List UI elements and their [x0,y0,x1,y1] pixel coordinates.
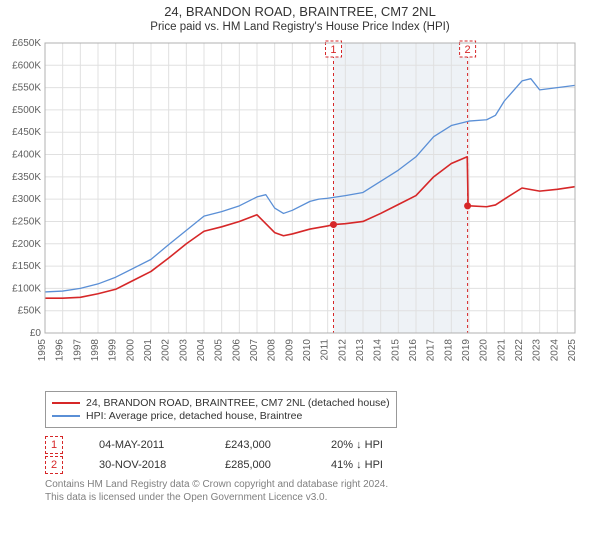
svg-text:2011: 2011 [320,339,331,361]
event-diff-1: 20% ↓ HPI [331,439,421,451]
svg-text:£550K: £550K [12,83,41,94]
svg-text:2008: 2008 [267,339,278,362]
svg-text:£250K: £250K [12,216,41,227]
svg-text:2017: 2017 [426,339,437,362]
svg-text:£300K: £300K [12,194,41,205]
legend-label-1: 24, BRANDON ROAD, BRAINTREE, CM7 2NL (de… [86,397,390,409]
svg-text:2001: 2001 [143,339,154,362]
svg-text:2007: 2007 [249,339,260,362]
legend-item-1: 24, BRANDON ROAD, BRAINTREE, CM7 2NL (de… [52,397,390,409]
svg-text:2002: 2002 [161,339,172,362]
svg-text:£150K: £150K [12,261,41,272]
svg-text:£650K: £650K [12,38,41,49]
chart-svg: £0 £50K £100K £150K £200K £250K £300K £350K £400… [0,33,600,383]
title-line1: 24, BRANDON ROAD, BRAINTREE, CM7 2NL [0,4,600,19]
event-date-2: 30-NOV-2018 [99,459,189,471]
events-table: 1 04-MAY-2011 £243,000 20% ↓ HPI 2 30-NO… [45,436,555,474]
svg-text:2003: 2003 [178,339,189,362]
svg-text:£600K: £600K [12,60,41,71]
event-row-1: 1 04-MAY-2011 £243,000 20% ↓ HPI [45,436,555,454]
svg-text:1998: 1998 [90,339,101,362]
svg-text:2005: 2005 [214,339,225,362]
svg-text:2014: 2014 [373,339,384,362]
svg-text:2018: 2018 [443,339,454,362]
legend-swatch-1 [52,402,80,404]
svg-text:1997: 1997 [72,339,83,362]
legend-label-2: HPI: Average price, detached house, Brai… [86,410,302,422]
svg-text:2010: 2010 [302,339,313,362]
svg-text:2022: 2022 [514,339,525,362]
svg-text:1999: 1999 [108,339,119,362]
svg-text:2009: 2009 [284,339,295,362]
title-line2: Price paid vs. HM Land Registry's House … [0,21,600,33]
svg-text:£400K: £400K [12,150,41,161]
svg-text:2021: 2021 [496,339,507,362]
svg-text:2000: 2000 [125,339,136,362]
event-marker-1: 1 [45,436,63,454]
legend-swatch-2 [52,415,80,417]
svg-text:2019: 2019 [461,339,472,362]
svg-text:£100K: £100K [12,283,41,294]
chart: £0 £50K £100K £150K £200K £250K £300K £350K £400… [0,33,600,383]
svg-text:2: 2 [465,44,471,56]
svg-text:1995: 1995 [37,339,48,362]
svg-text:£50K: £50K [18,306,42,317]
svg-text:1: 1 [330,44,336,56]
footer-text: Contains HM Land Registry data © Crown c… [45,478,555,504]
event-date-1: 04-MAY-2011 [99,439,189,451]
event-diff-2: 41% ↓ HPI [331,459,421,471]
event-price-1: £243,000 [225,439,295,451]
svg-text:2006: 2006 [231,339,242,362]
svg-text:2016: 2016 [408,339,419,362]
legend-item-2: HPI: Average price, detached house, Brai… [52,410,390,422]
svg-text:2020: 2020 [479,339,490,362]
event-row-2: 2 30-NOV-2018 £285,000 41% ↓ HPI [45,456,555,474]
svg-text:£500K: £500K [12,105,41,116]
svg-text:2025: 2025 [567,339,578,362]
svg-text:1996: 1996 [55,339,66,362]
svg-text:2015: 2015 [390,339,401,362]
svg-text:£450K: £450K [12,127,41,138]
svg-text:2023: 2023 [532,339,543,362]
svg-text:£350K: £350K [12,172,41,183]
svg-text:2024: 2024 [549,339,560,362]
svg-text:£200K: £200K [12,239,41,250]
legend: 24, BRANDON ROAD, BRAINTREE, CM7 2NL (de… [45,391,397,428]
svg-text:2013: 2013 [355,339,366,362]
event-price-2: £285,000 [225,459,295,471]
event-marker-2: 2 [45,456,63,474]
svg-text:£0: £0 [30,328,42,339]
svg-text:2004: 2004 [196,339,207,362]
svg-text:2012: 2012 [337,339,348,362]
